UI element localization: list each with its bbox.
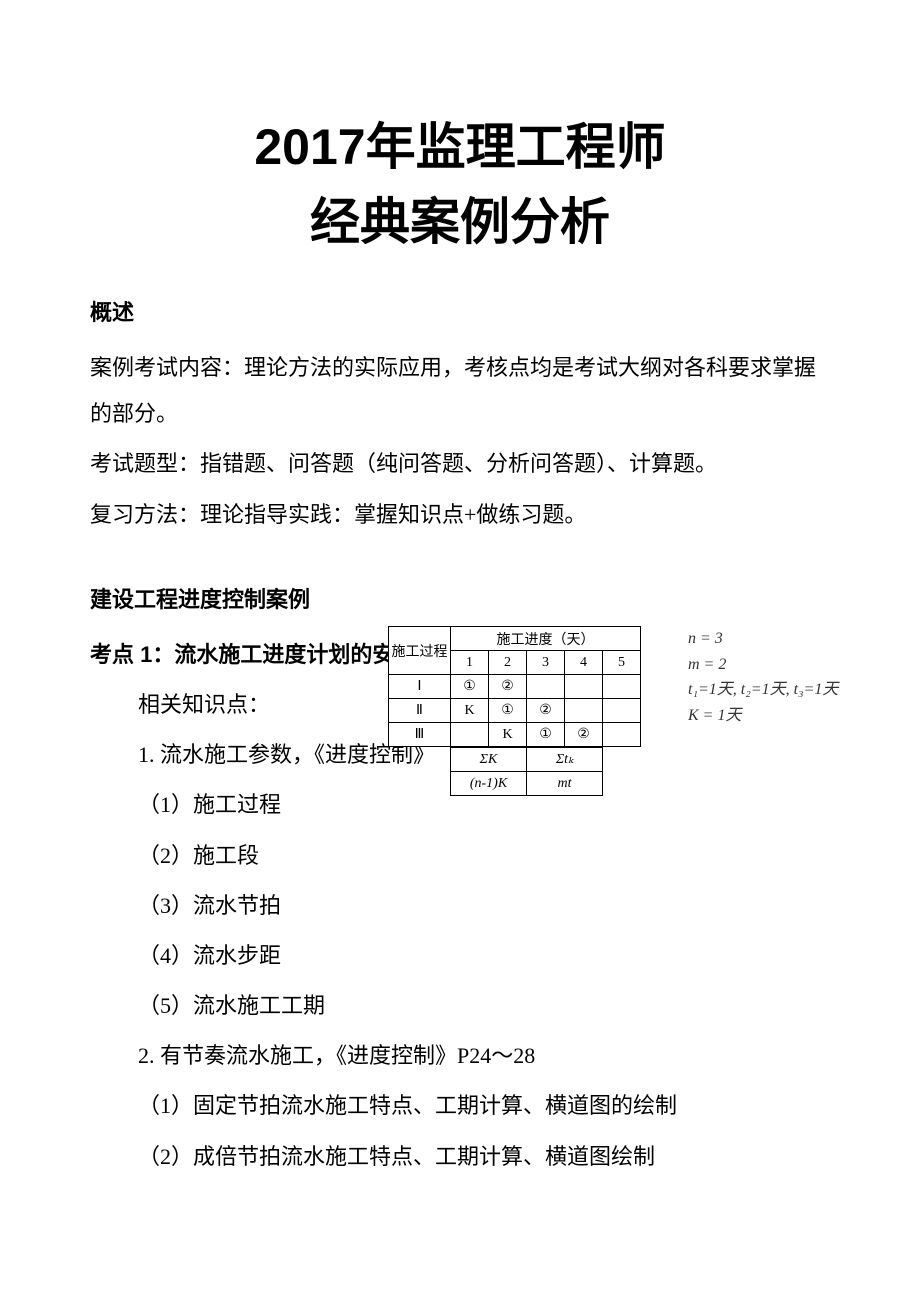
cell (527, 675, 565, 699)
cell: ② (527, 699, 565, 723)
item1-2: （2）施工段 (138, 833, 830, 879)
table-row: Ⅲ K ① ② (389, 723, 641, 747)
overview-p2: 考试题型：指错题、问答题（纯问答题、分析问答题）、计算题。 (90, 441, 830, 487)
annotation-n: n = 3 (688, 626, 838, 652)
cell: ① (527, 723, 565, 747)
summary-cell: ΣK (451, 748, 527, 772)
day-5: 5 (603, 651, 641, 675)
item1-3: （3）流水节拍 (138, 883, 830, 929)
annotation-t: t₁=1天, t₂=1天, t₃=1天 (688, 677, 838, 703)
schedule-header-cell: 施工进度（天） (451, 627, 641, 651)
table-header-row: 施工过程 施工进度（天） (389, 627, 641, 651)
row-label-3: Ⅲ (389, 723, 451, 747)
item2-title: 2. 有节奏流水施工，《进度控制》P24～28 (138, 1033, 830, 1079)
day-2: 2 (489, 651, 527, 675)
cell (451, 723, 489, 747)
cell (603, 699, 641, 723)
summary-table: ΣK Σtₖ (n-1)K mt (450, 747, 603, 796)
section1-heading: 建设工程进度控制案例 (90, 582, 830, 614)
cell: K (451, 699, 489, 723)
schedule-diagram: 施工过程 施工进度（天） 1 2 3 4 5 Ⅰ ① ② Ⅱ K ① ② Ⅲ (388, 626, 898, 796)
summary-row-2: (n-1)K mt (451, 772, 603, 796)
handwritten-annotations: n = 3 m = 2 t₁=1天, t₂=1天, t₃=1天 K = 1天 (688, 626, 838, 728)
summary-cell: (n-1)K (451, 772, 527, 796)
title-line-2: 经典案例分析 (90, 185, 830, 260)
cell: K (489, 723, 527, 747)
cell (565, 699, 603, 723)
cell: ② (489, 675, 527, 699)
cell: ② (565, 723, 603, 747)
cell: ① (451, 675, 489, 699)
row-label-1: Ⅰ (389, 675, 451, 699)
section-spacer (90, 542, 830, 582)
cell (603, 675, 641, 699)
document-title: 2017年监理工程师 经典案例分析 (90, 110, 830, 260)
table-row: Ⅰ ① ② (389, 675, 641, 699)
row-label-2: Ⅱ (389, 699, 451, 723)
annotation-k: K = 1天 (688, 703, 838, 729)
overview-p3: 复习方法：理论指导实践：掌握知识点+做练习题。 (90, 492, 830, 538)
day-4: 4 (565, 651, 603, 675)
day-1: 1 (451, 651, 489, 675)
overview-heading: 概述 (90, 295, 830, 327)
item2-1: （1）固定节拍流水施工特点、工期计算、横道图的绘制 (138, 1083, 830, 1129)
item1-4: （4）流水步距 (138, 933, 830, 979)
summary-row-1: ΣK Σtₖ (451, 748, 603, 772)
item2-2: （2）成倍节拍流水施工特点、工期计算、横道图绘制 (138, 1134, 830, 1180)
title-line-1: 2017年监理工程师 (90, 110, 830, 185)
cell (565, 675, 603, 699)
schedule-table: 施工过程 施工进度（天） 1 2 3 4 5 Ⅰ ① ② Ⅱ K ① ② Ⅲ (388, 626, 641, 747)
proc-header-cell: 施工过程 (389, 627, 451, 675)
summary-cell: mt (527, 772, 603, 796)
item1-5: （5）流水施工工期 (138, 983, 830, 1029)
cell: ① (489, 699, 527, 723)
day-3: 3 (527, 651, 565, 675)
table-row: Ⅱ K ① ② (389, 699, 641, 723)
cell (603, 723, 641, 747)
overview-p1: 案例考试内容：理论方法的实际应用，考核点均是考试大纲对各科要求掌握的部分。 (90, 345, 830, 437)
summary-cell: Σtₖ (527, 748, 603, 772)
annotation-m: m = 2 (688, 652, 838, 678)
